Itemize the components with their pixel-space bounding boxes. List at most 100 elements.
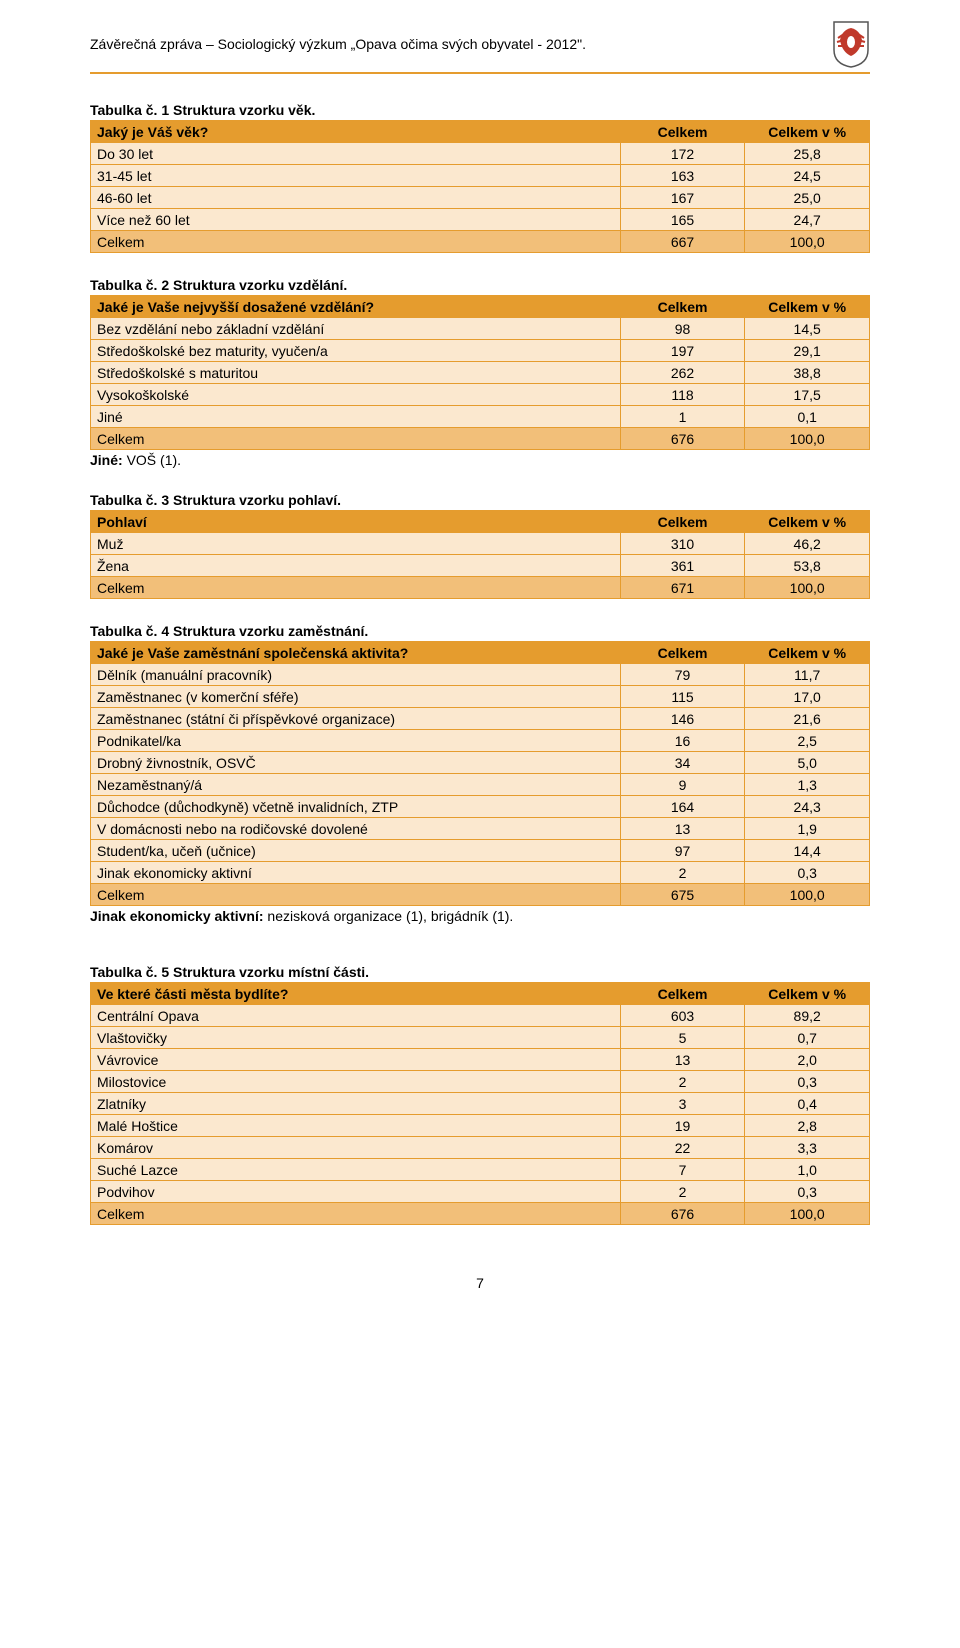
row-count: 1 (620, 406, 745, 428)
row-count: 97 (620, 840, 745, 862)
header-label: Pohlaví (91, 511, 621, 533)
total-percent: 100,0 (745, 884, 870, 906)
row-count: 2 (620, 862, 745, 884)
header-count: Celkem (620, 296, 745, 318)
row-count: 603 (620, 1005, 745, 1027)
note-text: VOŠ (1). (123, 452, 181, 468)
row-count: 165 (620, 209, 745, 231)
table-row: Zaměstnanec (v komerční sféře)11517,0 (91, 686, 870, 708)
row-count: 13 (620, 818, 745, 840)
row-count: 172 (620, 143, 745, 165)
header-count: Celkem (620, 642, 745, 664)
row-percent: 3,3 (745, 1137, 870, 1159)
total-label: Celkem (91, 577, 621, 599)
total-percent: 100,0 (745, 428, 870, 450)
table-total-row: Celkem671100,0 (91, 577, 870, 599)
table-row: Vysokoškolské11817,5 (91, 384, 870, 406)
row-label: Dělník (manuální pracovník) (91, 664, 621, 686)
row-percent: 0,1 (745, 406, 870, 428)
table-row: Podnikatel/ka162,5 (91, 730, 870, 752)
row-percent: 53,8 (745, 555, 870, 577)
row-percent: 5,0 (745, 752, 870, 774)
header-percent: Celkem v % (745, 296, 870, 318)
row-percent: 0,3 (745, 1071, 870, 1093)
data-table: Ve které části města bydlíte?CelkemCelke… (90, 982, 870, 1225)
row-percent: 14,5 (745, 318, 870, 340)
row-percent: 2,0 (745, 1049, 870, 1071)
row-percent: 17,5 (745, 384, 870, 406)
table-total-row: Celkem676100,0 (91, 1203, 870, 1225)
row-percent: 24,3 (745, 796, 870, 818)
table-header-row: Jaké je Vaše zaměstnání společenská akti… (91, 642, 870, 664)
header-percent: Celkem v % (745, 983, 870, 1005)
row-count: 361 (620, 555, 745, 577)
header-label: Jaký je Váš věk? (91, 121, 621, 143)
table-row: Student/ka, učeň (učnice)9714,4 (91, 840, 870, 862)
header-count: Celkem (620, 983, 745, 1005)
total-percent: 100,0 (745, 231, 870, 253)
table-title: Tabulka č. 4 Struktura vzorku zaměstnání… (90, 623, 870, 639)
row-label: Suché Lazce (91, 1159, 621, 1181)
row-label: Vysokoškolské (91, 384, 621, 406)
row-count: 2 (620, 1071, 745, 1093)
total-percent: 100,0 (745, 577, 870, 599)
row-count: 197 (620, 340, 745, 362)
data-table: Jaké je Vaše nejvyšší dosažené vzdělání?… (90, 295, 870, 450)
total-label: Celkem (91, 884, 621, 906)
tables-host: Tabulka č. 1 Struktura vzorku věk.Jaký j… (90, 102, 870, 1225)
table-row: Žena36153,8 (91, 555, 870, 577)
table-total-row: Celkem676100,0 (91, 428, 870, 450)
row-label: Zaměstnanec (v komerční sféře) (91, 686, 621, 708)
row-count: 146 (620, 708, 745, 730)
document-title: Závěrečná zpráva – Sociologický výzkum „… (90, 36, 586, 52)
header-label: Jaké je Vaše zaměstnání společenská akti… (91, 642, 621, 664)
row-count: 262 (620, 362, 745, 384)
row-label: Vlaštovičky (91, 1027, 621, 1049)
page-container: Závěrečná zpráva – Sociologický výzkum „… (0, 0, 960, 1331)
total-percent: 100,0 (745, 1203, 870, 1225)
row-count: 164 (620, 796, 745, 818)
table-note: Jiné: VOŠ (1). (90, 452, 870, 468)
row-count: 118 (620, 384, 745, 406)
note-prefix: Jinak ekonomicky aktivní: (90, 908, 264, 924)
table-row: Nezaměstnaný/á91,3 (91, 774, 870, 796)
table-total-row: Celkem667100,0 (91, 231, 870, 253)
row-label: Zlatníky (91, 1093, 621, 1115)
row-percent: 1,0 (745, 1159, 870, 1181)
table-row: Středoškolské s maturitou26238,8 (91, 362, 870, 384)
table-header-row: PohlavíCelkemCelkem v % (91, 511, 870, 533)
row-label: Důchodce (důchodkyně) včetně invalidních… (91, 796, 621, 818)
row-count: 16 (620, 730, 745, 752)
table-header-row: Jaké je Vaše nejvyšší dosažené vzdělání?… (91, 296, 870, 318)
row-percent: 0,3 (745, 862, 870, 884)
row-label: Malé Hoštice (91, 1115, 621, 1137)
row-percent: 11,7 (745, 664, 870, 686)
row-count: 98 (620, 318, 745, 340)
row-count: 34 (620, 752, 745, 774)
row-label: Zaměstnanec (státní či příspěvkové organ… (91, 708, 621, 730)
row-label: Více než 60 let (91, 209, 621, 231)
table-row: Více než 60 let16524,7 (91, 209, 870, 231)
header-count: Celkem (620, 511, 745, 533)
row-label: Bez vzdělání nebo základní vzdělání (91, 318, 621, 340)
row-label: Nezaměstnaný/á (91, 774, 621, 796)
row-percent: 0,4 (745, 1093, 870, 1115)
table-row: 46-60 let16725,0 (91, 187, 870, 209)
table-row: Zlatníky30,4 (91, 1093, 870, 1115)
total-count: 675 (620, 884, 745, 906)
header-count: Celkem (620, 121, 745, 143)
row-count: 13 (620, 1049, 745, 1071)
table-total-row: Celkem675100,0 (91, 884, 870, 906)
row-label: Jiné (91, 406, 621, 428)
table-row: 31-45 let16324,5 (91, 165, 870, 187)
table-row: Jinak ekonomicky aktivní20,3 (91, 862, 870, 884)
header-label: Ve které části města bydlíte? (91, 983, 621, 1005)
row-label: Drobný živnostník, OSVČ (91, 752, 621, 774)
table-row: Milostovice20,3 (91, 1071, 870, 1093)
row-label: Student/ka, učeň (učnice) (91, 840, 621, 862)
note-text: nezisková organizace (1), brigádník (1). (264, 908, 514, 924)
total-label: Celkem (91, 1203, 621, 1225)
row-percent: 17,0 (745, 686, 870, 708)
table-row: Zaměstnanec (státní či příspěvkové organ… (91, 708, 870, 730)
table-row: Komárov223,3 (91, 1137, 870, 1159)
